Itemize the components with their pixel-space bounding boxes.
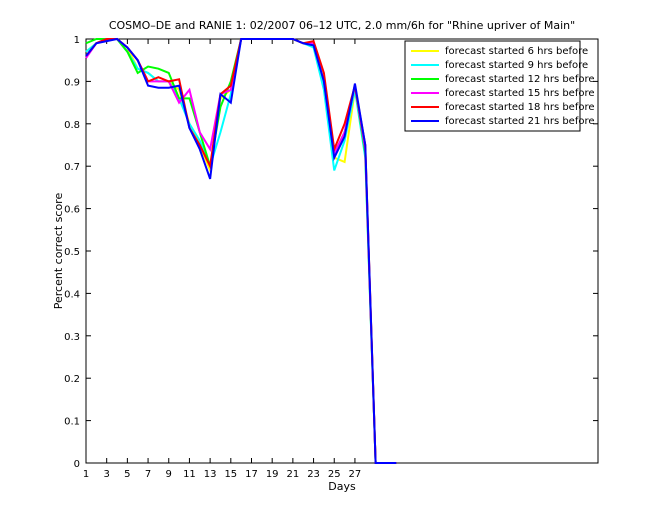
x-tick-label: 7	[145, 469, 151, 480]
x-tick-label: 15	[224, 469, 237, 480]
y-tick-label: 1	[74, 35, 80, 46]
x-tick-label: 27	[349, 469, 362, 480]
series-line	[85, 37, 397, 464]
x-tick-label: 11	[183, 469, 196, 480]
y-tick-label: 0.6	[64, 205, 80, 216]
x-tick-label: 1	[83, 469, 89, 480]
y-axis-label: Percent correct score	[52, 193, 65, 310]
x-tick-label: 5	[124, 469, 130, 480]
legend-text: forecast started 18 hrs before	[445, 102, 595, 113]
legend-text: forecast started 12 hrs before	[445, 74, 595, 85]
x-tick-label: 25	[328, 469, 341, 480]
legend-box	[404, 40, 581, 132]
x-tick-label: 17	[245, 469, 258, 480]
y-tick-label: 0.4	[64, 289, 80, 300]
y-tick-label: 0.5	[64, 247, 80, 258]
chart-title: COSMO–DE and RANIE 1: 02/2007 06–12 UTC,…	[109, 19, 575, 32]
x-tick-label: 9	[166, 469, 172, 480]
y-tick-label: 0	[74, 459, 80, 470]
legend-text: forecast started 15 hrs before	[445, 88, 595, 99]
y-tick-label: 0.3	[64, 332, 80, 343]
y-tick-label: 0.8	[64, 120, 80, 131]
legend-text: forecast started 9 hrs before	[445, 60, 588, 71]
y-tick-label: 0.1	[64, 417, 80, 428]
x-tick-label: 23	[307, 469, 320, 480]
x-tick-label: 13	[204, 469, 217, 480]
y-tick-label: 0.7	[64, 162, 80, 173]
legend-text: forecast started 6 hrs before	[445, 46, 588, 57]
y-tick-label: 0.9	[64, 77, 80, 88]
x-axis-label: Days	[328, 480, 356, 493]
x-tick-label: 19	[266, 469, 279, 480]
x-tick-label: 3	[103, 469, 109, 480]
x-tick-label: 21	[287, 469, 300, 480]
y-tick-label: 0.2	[64, 374, 80, 385]
legend-text: forecast started 21 hrs before	[445, 116, 595, 127]
